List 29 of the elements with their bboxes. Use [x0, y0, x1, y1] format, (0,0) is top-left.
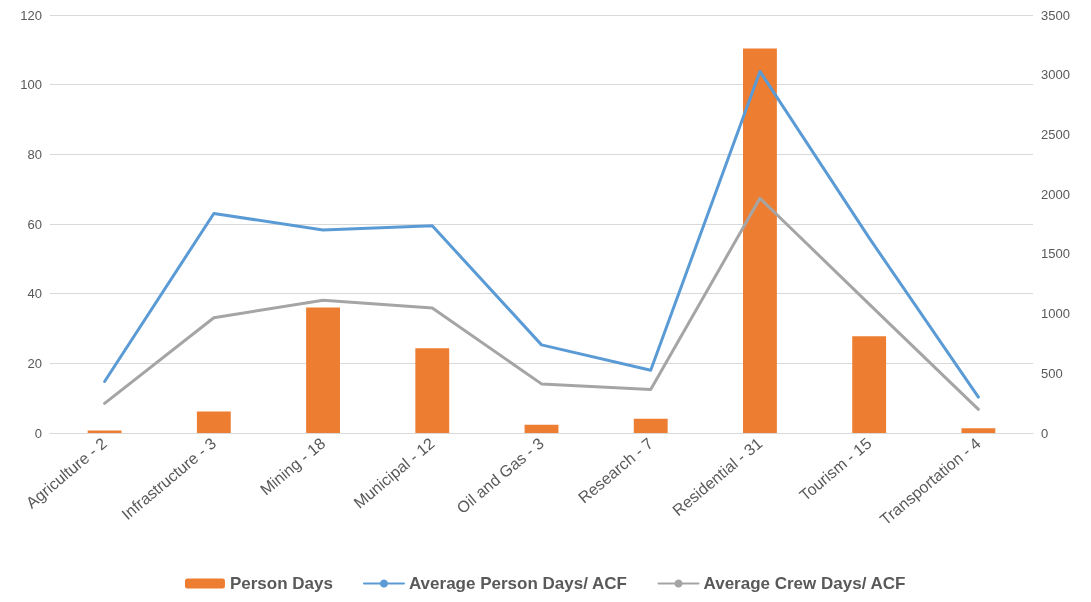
bar	[524, 424, 559, 433]
y2-tick-label: 1500	[1041, 246, 1070, 262]
bar	[961, 428, 996, 433]
y-tick-label: 100	[20, 77, 42, 93]
bar	[743, 48, 777, 433]
y2-tick-label: 3000	[1041, 67, 1070, 83]
bar	[306, 307, 340, 433]
line-series	[103, 196, 980, 411]
y-tick-label: 80	[27, 146, 42, 162]
y-tick-label: 60	[27, 216, 42, 232]
x-tick-label: Oil and Gas - 3	[453, 434, 548, 517]
bar	[196, 411, 231, 433]
y-tick-label: 120	[20, 7, 42, 23]
bar	[633, 418, 668, 433]
legend-label: Average Person Days/ ACF	[408, 574, 627, 593]
bar	[415, 348, 450, 433]
y2-tick-label: 500	[1041, 365, 1063, 381]
y-tick-label: 0	[34, 425, 42, 441]
legend-label: Average Crew Days/ ACF	[703, 574, 906, 593]
y2-tick-label: 1000	[1041, 306, 1070, 322]
bar	[852, 336, 887, 433]
line-series	[103, 69, 980, 399]
y2-tick-label: 2500	[1041, 126, 1070, 142]
y2-tick-label: 0	[1041, 425, 1049, 441]
y2-tick-label: 3500	[1041, 7, 1070, 23]
legend-label: Person Days	[229, 574, 333, 593]
y-tick-label: 40	[27, 286, 42, 302]
y2-tick-label: 2000	[1041, 186, 1070, 202]
y-tick-label: 20	[27, 355, 42, 371]
